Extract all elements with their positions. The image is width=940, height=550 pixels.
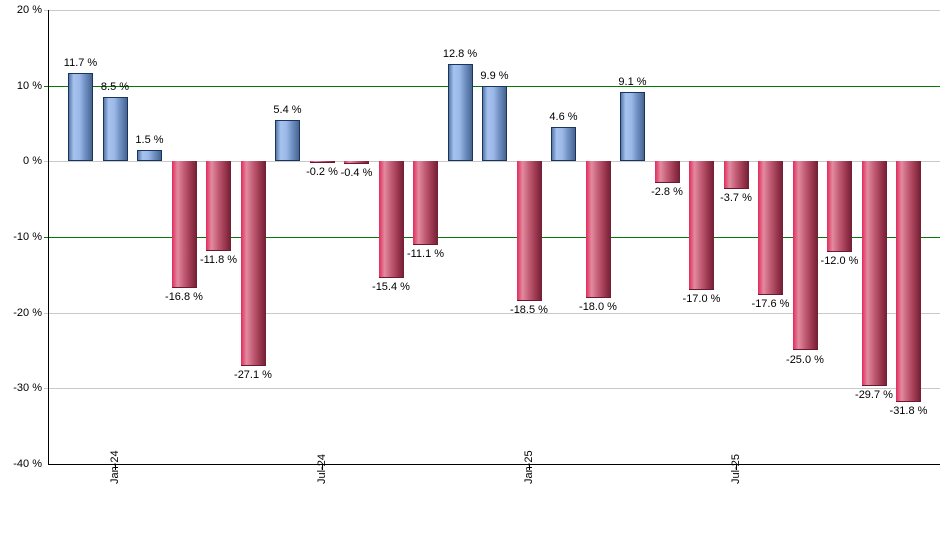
- x-axis-tick-mark: [735, 465, 737, 470]
- y-axis-tick-label: -40 %: [13, 458, 42, 470]
- bar-value-label: -25.0 %: [786, 353, 824, 366]
- bar-value-label: 9.9 %: [480, 70, 509, 83]
- bar-oct-25[interactable]: [827, 161, 852, 253]
- bar-value-label: -11.8 %: [199, 253, 238, 266]
- bar-value-label: -29.7 %: [855, 389, 893, 402]
- bar-value-label: -27.1 %: [234, 369, 272, 382]
- y-axis-tick-label: -10 %: [13, 231, 42, 243]
- bar-value-label: -12.0 %: [820, 255, 859, 268]
- x-axis-tick-label: Jan-25: [523, 450, 536, 516]
- bar-value-label: -18.5 %: [510, 304, 548, 317]
- x-axis-tick-mark: [321, 465, 323, 470]
- gridline--30: [44, 388, 940, 389]
- y-axis-tick-label: 0 %: [23, 155, 42, 167]
- x-axis-tick-label: Jul-25: [730, 454, 743, 516]
- bar-value-label: -16.8 %: [165, 291, 203, 304]
- bar-jun-25[interactable]: [689, 161, 714, 290]
- y-axis-tick-label: -20 %: [13, 307, 42, 319]
- bar-value-label: -11.1 %: [406, 248, 445, 261]
- bar-value-label: -3.7 %: [720, 192, 752, 205]
- x-axis-tick-label-text: Jul-24: [316, 454, 329, 484]
- bar-mar-24[interactable]: [171, 161, 197, 289]
- bar-aug-24[interactable]: [344, 161, 369, 165]
- x-axis-tick-label: Jan-24: [109, 450, 122, 516]
- bar-value-label: 11.7 %: [63, 56, 98, 69]
- bar-value-label: 12.8 %: [442, 48, 478, 61]
- bar-value-label: -2.8 %: [651, 185, 683, 198]
- gridline-20: [44, 10, 940, 11]
- bar-dec-24[interactable]: [482, 86, 507, 162]
- bar-value-label: -0.2 %: [306, 165, 338, 178]
- bar-value-label: 4.6 %: [549, 110, 578, 123]
- bar-feb-24[interactable]: [137, 149, 162, 162]
- bar-value-label: -18.0 %: [579, 300, 617, 313]
- bar-mar-25[interactable]: [585, 161, 611, 298]
- bar-may-25[interactable]: [654, 161, 680, 183]
- bar-apr-25[interactable]: [620, 92, 645, 162]
- bar-value-label: 9.1 %: [618, 76, 647, 89]
- bar-jul-25[interactable]: [723, 161, 749, 190]
- bar-value-label: -31.8 %: [889, 404, 928, 417]
- bar-value-label: -15.4 %: [372, 280, 410, 293]
- bar-dec-25[interactable]: [896, 161, 921, 402]
- bar-jan-24[interactable]: [102, 97, 128, 162]
- bar-aug-25[interactable]: [758, 161, 783, 295]
- bar-jan-25[interactable]: [516, 161, 542, 302]
- x-axis-tick-label-text: Jan-25: [523, 450, 536, 484]
- bar-apr-24[interactable]: [206, 161, 231, 251]
- x-axis-tick-mark: [528, 465, 530, 470]
- bar-may-24[interactable]: [240, 161, 266, 367]
- bar-sep-24[interactable]: [378, 161, 404, 278]
- bar-feb-25[interactable]: [551, 126, 576, 162]
- bar-jun-24[interactable]: [275, 120, 300, 162]
- bar-value-label: -17.6 %: [751, 297, 790, 310]
- gridline--20: [44, 313, 940, 314]
- bar-nov-25[interactable]: [861, 161, 887, 387]
- bar-value-label: -17.0 %: [682, 292, 721, 305]
- x-axis-tick-label-text: Jan-24: [109, 450, 122, 484]
- y-axis-tick-label: 10 %: [16, 80, 42, 92]
- x-axis-tick-label-text: Jul-25: [730, 454, 743, 484]
- x-axis-tick-mark: [114, 465, 116, 470]
- bar-sep-25[interactable]: [792, 161, 818, 351]
- x-axis-line: [48, 464, 940, 465]
- bar-value-label: 1.5 %: [135, 133, 164, 146]
- bar-oct-24[interactable]: [413, 161, 438, 246]
- y-axis-tick-label: -30 %: [13, 382, 42, 394]
- y-axis-tick-label: 20 %: [16, 4, 42, 16]
- x-axis-tick-label: Jul-24: [316, 454, 329, 516]
- bar-nov-24[interactable]: [447, 64, 473, 162]
- bar-value-label: 5.4 %: [273, 104, 302, 117]
- bar-dec-23[interactable]: [68, 72, 93, 162]
- gridline--10: [44, 237, 940, 238]
- bar-value-label: 8.5 %: [100, 81, 130, 94]
- gridline-0: [44, 161, 940, 162]
- bar-jul-24[interactable]: [309, 161, 335, 163]
- bar-value-label: -0.4 %: [340, 167, 373, 180]
- y-axis-line: [48, 10, 49, 465]
